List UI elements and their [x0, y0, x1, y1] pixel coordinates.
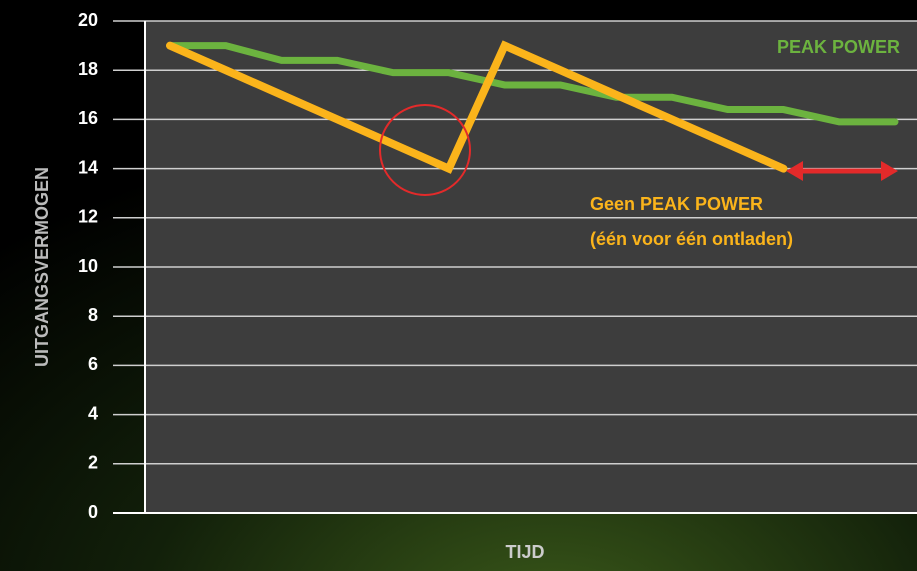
y-tick-label: 2 [88, 453, 98, 473]
marks [166, 40, 899, 174]
annotation: (één voor één ontladen) [590, 229, 793, 249]
legend-peak-power: PEAK POWER [777, 37, 900, 57]
y-tick-label: 4 [88, 403, 98, 423]
y-tick-label: 14 [78, 157, 98, 177]
legend-geen-peak-power: Geen PEAK POWER [590, 194, 763, 214]
x-axis-label: TIJD [505, 542, 544, 562]
y-tick-label: 6 [88, 354, 98, 374]
y-tick-label: 10 [78, 256, 98, 276]
y-tick-label: 16 [78, 108, 98, 128]
y-tick-label: 20 [78, 10, 98, 30]
y-axis-label: UITGANGSVERMOGEN [32, 167, 52, 367]
y-tick-label: 0 [88, 502, 98, 522]
y-tick-label: 18 [78, 59, 98, 79]
y-tick-label: 12 [78, 207, 98, 227]
y-tick-label: 8 [88, 305, 98, 325]
difference-arrow [786, 161, 898, 181]
series-line [166, 40, 788, 174]
highlight-circle [379, 104, 471, 196]
series-line [166, 42, 899, 126]
